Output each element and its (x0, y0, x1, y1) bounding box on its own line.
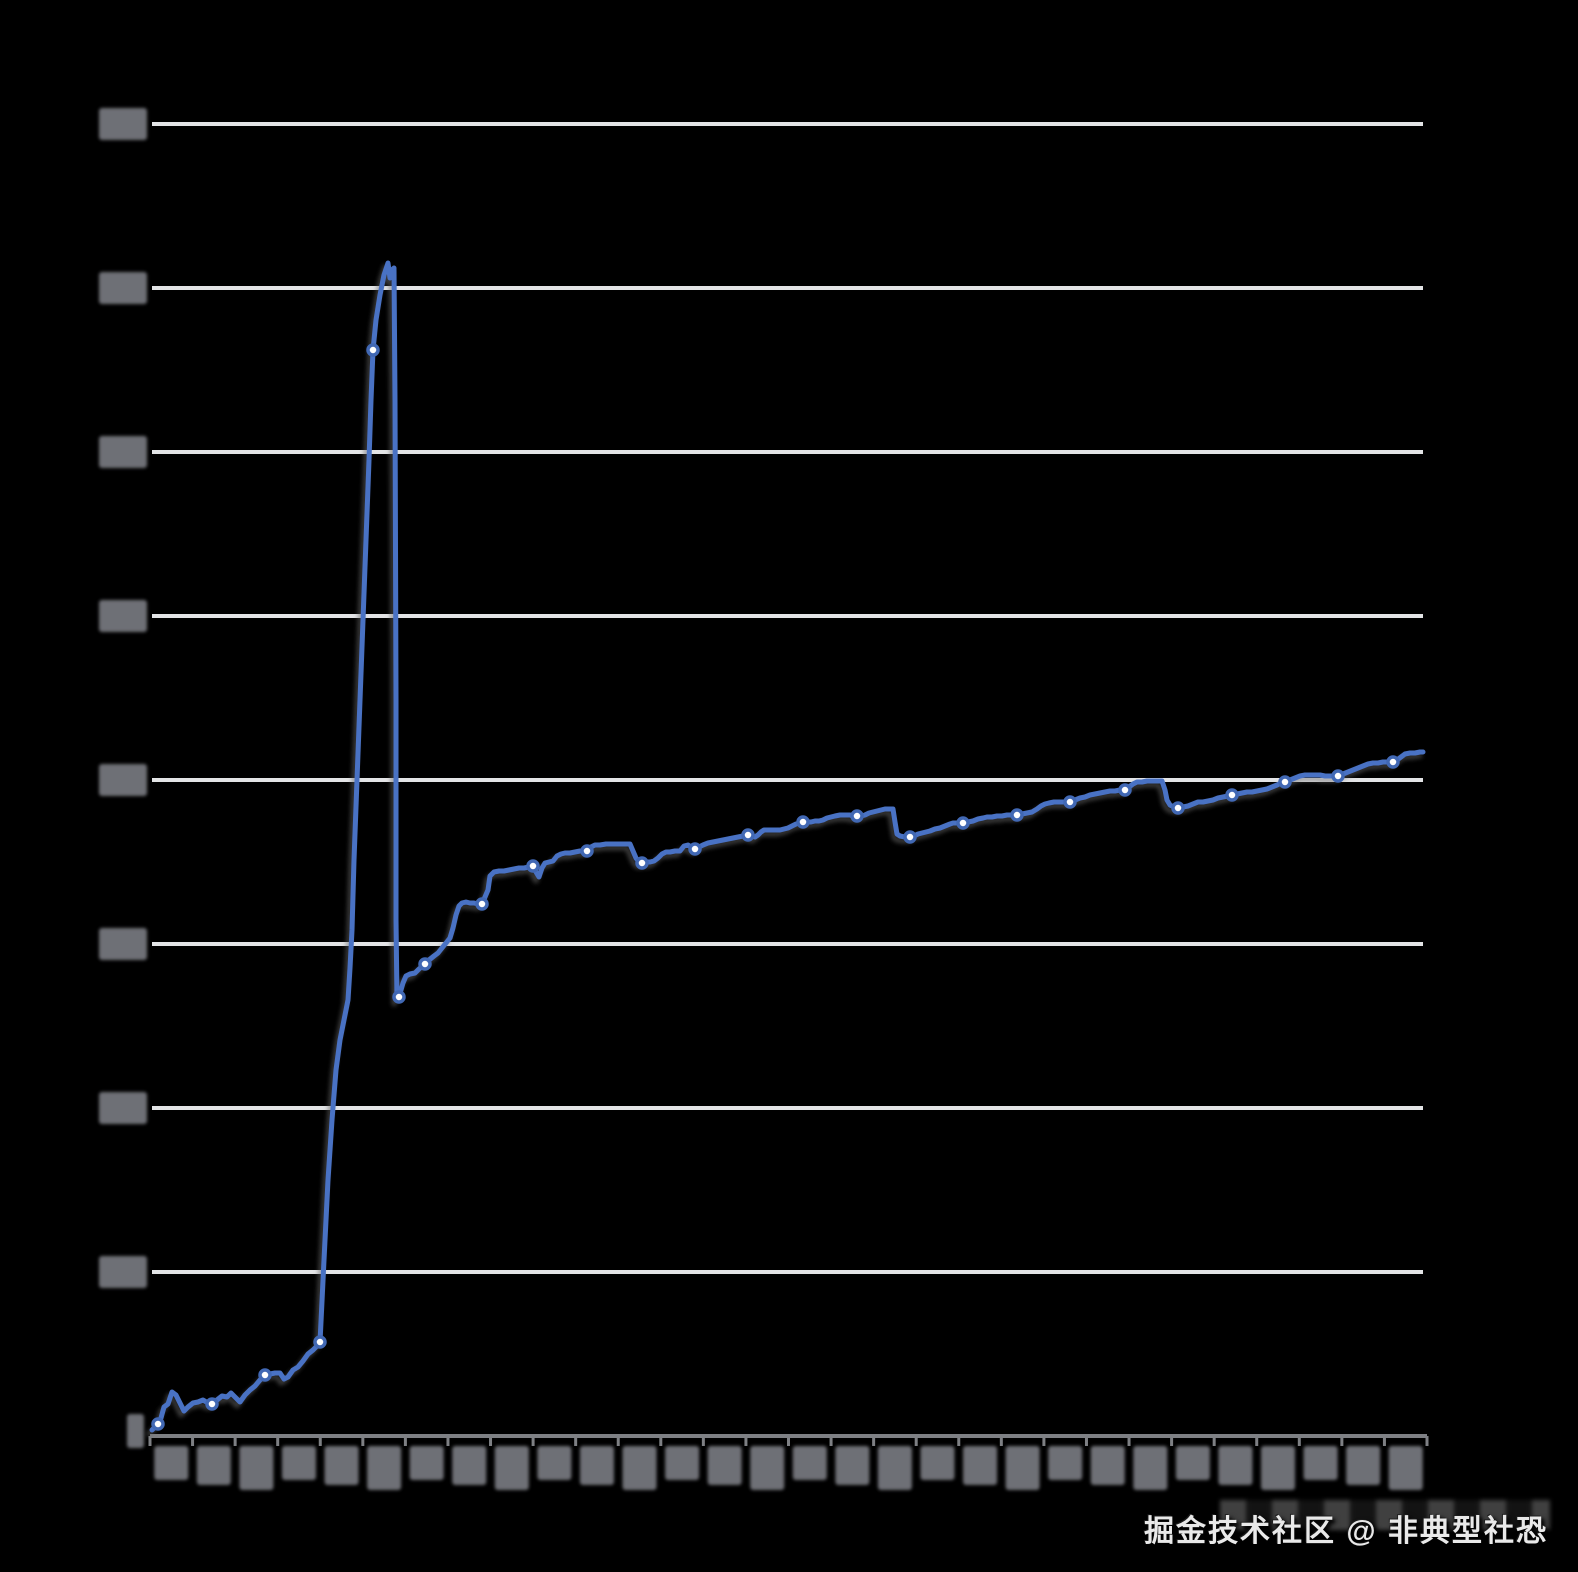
horizontal-gridlines (152, 122, 1423, 1274)
data-point-marker (1386, 755, 1400, 769)
x-axis-label-blob (239, 1446, 274, 1490)
x-axis-label-blob (1261, 1446, 1296, 1490)
x-axis-label-blob (1048, 1446, 1083, 1480)
data-point-marker (526, 859, 540, 873)
x-axis-label-blob (1175, 1446, 1210, 1480)
x-axis-label-blob (1303, 1446, 1338, 1480)
x-axis-label-blob (920, 1446, 955, 1480)
data-series (149, 260, 1426, 1433)
x-axis-label-blob (622, 1446, 657, 1490)
x-axis-label-blob (494, 1446, 529, 1490)
x-axis-label-blob (579, 1446, 614, 1485)
x-axis-label-blobs (154, 1446, 1423, 1490)
x-axis-label-blob (1005, 1446, 1040, 1490)
data-point-marker (151, 1417, 165, 1431)
y-axis-label-blob (99, 764, 147, 796)
x-axis-label-blob (1346, 1446, 1381, 1485)
data-point-marker (688, 842, 702, 856)
data-point-marker (1278, 775, 1292, 789)
x-axis-label-blob (1090, 1446, 1125, 1485)
x-axis-label-blob (1388, 1446, 1423, 1490)
data-point-marker (796, 815, 810, 829)
data-point-marker (635, 856, 649, 870)
y-axis-label-blob (99, 1092, 147, 1124)
y-axis-label-blob (99, 928, 147, 960)
x-axis-label-blob (537, 1446, 572, 1480)
data-point-marker (1063, 795, 1077, 809)
data-point-marker (1225, 788, 1239, 802)
x-axis-label-blob (367, 1446, 402, 1490)
x-axis-label-blob (963, 1446, 998, 1485)
data-point-marker (850, 809, 864, 823)
data-point-marker (392, 990, 406, 1004)
y-axis-label-blob (99, 108, 147, 140)
data-point-marker (741, 828, 755, 842)
data-point-marker (1118, 783, 1132, 797)
x-axis-label-blob (707, 1446, 742, 1485)
x-axis-label-blob (877, 1446, 912, 1490)
x-axis-label-blob (324, 1446, 359, 1485)
watermark-blur-band (1220, 1500, 1550, 1530)
data-point-marker (258, 1368, 272, 1382)
x-axis-label-blob (1218, 1446, 1253, 1485)
x-axis-label-blob (196, 1446, 231, 1485)
data-point-marker (580, 844, 594, 858)
x-axis-label-blob (750, 1446, 785, 1490)
y-axis-label-blob (99, 272, 147, 304)
y-axis-label-blob (99, 436, 147, 468)
data-point-marker (1171, 801, 1185, 815)
y-axis-label-blob (99, 1256, 147, 1288)
watermark: 掘金技术社区 @ 非典型社恐 (1144, 1515, 1548, 1548)
data-point-marker (1010, 808, 1024, 822)
data-point-marker (366, 343, 380, 357)
series-line (149, 260, 1426, 1433)
x-axis-label-blob (665, 1446, 700, 1480)
x-axis-label-blob (281, 1446, 316, 1480)
data-point-marker (903, 830, 917, 844)
data-point-marker (205, 1397, 219, 1411)
data-point-marker (956, 816, 970, 830)
data-point-markers (151, 343, 1400, 1431)
x-axis-label-blob (835, 1446, 870, 1485)
x-axis-label-blob (154, 1446, 189, 1480)
data-point-marker (313, 1335, 327, 1349)
x-axis-label-blob (792, 1446, 827, 1480)
data-point-marker (418, 957, 432, 971)
x-axis-label-blob (1133, 1446, 1168, 1490)
x-axis-label-blob (452, 1446, 487, 1485)
data-point-marker (475, 897, 489, 911)
y-axis-label-blobs (99, 108, 147, 1448)
x-axis-ticks (148, 1436, 1429, 1446)
y-axis-zero-label-blob (127, 1414, 144, 1448)
data-point-marker (1331, 769, 1345, 783)
y-axis-label-blob (99, 600, 147, 632)
x-axis-label-blob (409, 1446, 444, 1480)
